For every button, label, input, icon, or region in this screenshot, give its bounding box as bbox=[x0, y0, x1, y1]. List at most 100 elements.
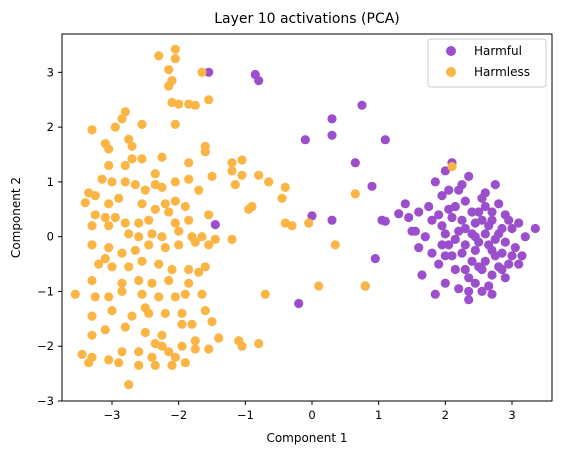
point-harmless-128 bbox=[120, 322, 130, 332]
point-harmless-30 bbox=[104, 160, 114, 171]
point-harmless-73 bbox=[287, 221, 297, 231]
point-harmless-65 bbox=[184, 215, 194, 225]
point-harmful-36 bbox=[460, 264, 470, 275]
x-tick-label-0: 0 bbox=[308, 408, 315, 422]
point-harmless-140 bbox=[147, 352, 157, 362]
point-harmful-57 bbox=[464, 295, 474, 305]
point-harmful-53 bbox=[517, 251, 527, 261]
point-harmful-23 bbox=[420, 232, 430, 242]
point-harmless-23 bbox=[127, 154, 137, 164]
point-harmful-103 bbox=[477, 215, 487, 225]
point-harmless-106 bbox=[194, 267, 204, 277]
point-harmless-125 bbox=[200, 306, 210, 316]
point-harmless-9 bbox=[137, 119, 147, 129]
point-harmful-6 bbox=[380, 135, 390, 145]
point-harmless-113 bbox=[170, 292, 180, 302]
point-harmless-17 bbox=[170, 119, 180, 129]
y-tick-label-2: 2 bbox=[47, 120, 54, 134]
point-harmless-129 bbox=[140, 327, 150, 338]
point-harmless-109 bbox=[104, 292, 114, 302]
point-harmless-41 bbox=[90, 210, 100, 220]
point-harmful-14 bbox=[294, 298, 304, 309]
x-tick-label--1: −1 bbox=[237, 408, 254, 422]
point-harmful-22 bbox=[414, 207, 424, 217]
point-harmless-56 bbox=[150, 204, 160, 214]
point-harmless-134 bbox=[190, 336, 200, 346]
point-harmful-109 bbox=[434, 210, 444, 220]
point-harmful-7 bbox=[300, 135, 310, 145]
point-harmless-160 bbox=[447, 162, 457, 172]
point-harmful-45 bbox=[490, 180, 500, 190]
point-harmless-44 bbox=[150, 169, 160, 179]
point-harmful-40 bbox=[474, 207, 484, 217]
point-harmless-32 bbox=[97, 174, 107, 184]
point-harmless-13 bbox=[174, 99, 184, 109]
point-harmless-81 bbox=[197, 232, 207, 242]
point-harmless-93 bbox=[107, 262, 117, 272]
point-harmless-7 bbox=[120, 107, 130, 117]
point-harmful-63 bbox=[484, 281, 494, 291]
point-harmless-38 bbox=[90, 191, 100, 201]
point-harmless-90 bbox=[190, 237, 200, 247]
point-harmless-39 bbox=[80, 198, 90, 208]
point-harmful-58 bbox=[477, 286, 487, 296]
point-harmless-124 bbox=[177, 308, 187, 318]
point-harmless-58 bbox=[137, 199, 147, 209]
point-harmless-31 bbox=[120, 160, 130, 171]
point-harmless-48 bbox=[207, 171, 217, 181]
point-harmless-157 bbox=[170, 352, 180, 362]
point-harmless-163 bbox=[94, 259, 104, 269]
point-harmless-89 bbox=[174, 240, 184, 250]
point-harmful-101 bbox=[460, 240, 470, 250]
y-tick-label-1: 1 bbox=[47, 175, 54, 189]
point-harmless-145 bbox=[134, 360, 144, 370]
point-harmless-127 bbox=[100, 325, 110, 335]
point-harmful-19 bbox=[400, 199, 410, 209]
point-harmful-56 bbox=[454, 284, 464, 294]
point-harmful-49 bbox=[504, 259, 514, 269]
point-harmful-106 bbox=[514, 259, 524, 269]
point-harmless-85 bbox=[117, 248, 127, 258]
point-harmful-9 bbox=[367, 181, 377, 191]
point-harmless-34 bbox=[120, 177, 130, 187]
point-harmful-100 bbox=[487, 207, 497, 217]
point-harmless-42 bbox=[100, 212, 110, 223]
point-harmful-29 bbox=[440, 166, 450, 176]
point-harmful-97 bbox=[427, 248, 437, 258]
point-harmless-24 bbox=[157, 152, 167, 162]
point-harmless-153 bbox=[237, 341, 247, 351]
point-harmless-164 bbox=[180, 201, 190, 212]
point-harmful-76 bbox=[457, 248, 467, 258]
point-harmless-166 bbox=[194, 185, 204, 195]
point-harmless-94 bbox=[124, 262, 134, 272]
point-harmless-11 bbox=[87, 125, 97, 135]
x-tick-label--3: −3 bbox=[104, 408, 121, 422]
point-harmless-4 bbox=[197, 67, 207, 77]
point-harmless-110 bbox=[117, 286, 127, 296]
point-harmless-88 bbox=[160, 243, 170, 253]
point-harmful-0 bbox=[204, 67, 214, 77]
point-harmless-146 bbox=[150, 360, 160, 370]
x-tick-label--2: −2 bbox=[170, 408, 187, 422]
point-harmful-50 bbox=[507, 223, 517, 234]
point-harmless-101 bbox=[117, 278, 127, 288]
point-harmful-95 bbox=[450, 264, 460, 275]
point-harmless-59 bbox=[144, 215, 154, 225]
legend-frame bbox=[427, 38, 547, 88]
point-harmful-37 bbox=[464, 171, 474, 181]
point-harmful-28 bbox=[434, 259, 444, 269]
point-harmful-27 bbox=[437, 191, 447, 201]
point-harmless-87 bbox=[144, 240, 154, 250]
point-harmful-44 bbox=[487, 270, 497, 280]
point-harmful-82 bbox=[504, 215, 514, 225]
point-harmless-36 bbox=[140, 185, 150, 195]
point-harmful-94 bbox=[474, 262, 484, 272]
x-tick-label-2: 2 bbox=[442, 408, 449, 422]
point-harmful-55 bbox=[530, 223, 540, 234]
point-harmful-18 bbox=[394, 209, 404, 219]
point-harmless-72 bbox=[304, 218, 314, 228]
point-harmful-75 bbox=[447, 212, 457, 223]
x-tick-label-3: 3 bbox=[508, 408, 515, 422]
point-harmless-76 bbox=[134, 232, 144, 242]
